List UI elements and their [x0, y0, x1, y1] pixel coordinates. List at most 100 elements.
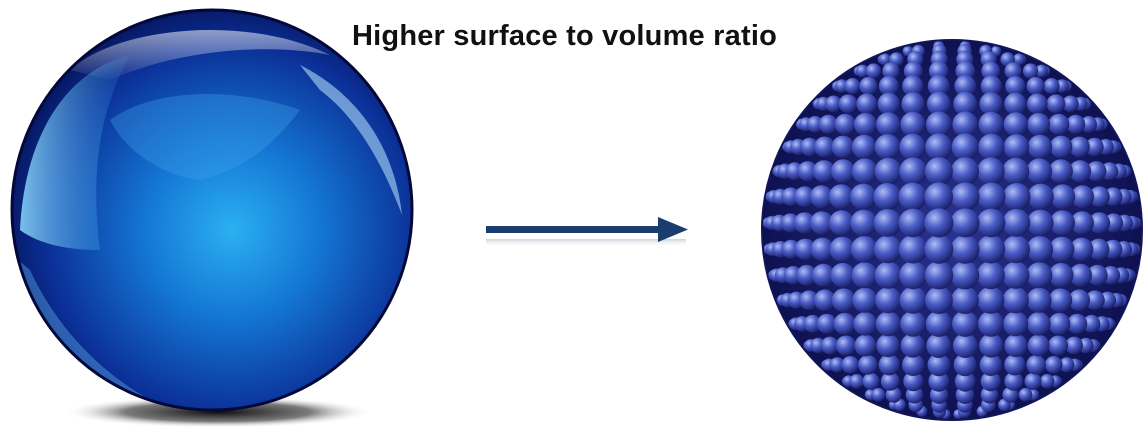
nanoparticle-bead — [1018, 387, 1033, 402]
nanoparticle-bead — [951, 133, 979, 161]
nanoparticle-bead — [1035, 64, 1048, 78]
nanoparticle-bead — [1004, 333, 1028, 358]
nanoparticle-bead — [1002, 157, 1030, 185]
nanoparticle-bead — [856, 93, 878, 115]
nanoparticle-bead — [1002, 386, 1019, 403]
nanoparticle-bead — [852, 287, 878, 313]
sphere-outline — [10, 8, 414, 412]
nanoparticle-bead — [1049, 210, 1075, 236]
nanoparticle-bead — [833, 312, 856, 335]
nanoparticle-bead — [810, 185, 833, 209]
nanoparticle-bead — [1027, 334, 1050, 357]
nanoparticle-bead — [880, 371, 900, 391]
nanoparticle-bead — [976, 235, 1006, 264]
nanoparticle-bead — [865, 63, 882, 79]
nanoparticle-bead — [853, 312, 877, 336]
nanoparticle-bead — [1070, 211, 1094, 235]
nanoparticle-bead — [1068, 289, 1090, 312]
nanoparticle-bead — [812, 263, 835, 287]
nanoparticle-bead — [844, 78, 861, 94]
nanoparticle-bead — [898, 182, 927, 211]
nanoparticle-bead — [885, 386, 902, 403]
nanoparticle-cluster-icon — [761, 39, 1143, 421]
nanoparticle-bead — [858, 355, 878, 375]
nanoparticle-bead — [924, 157, 953, 186]
nanoparticle-bead — [954, 370, 976, 392]
nanoparticle-bead — [818, 114, 838, 134]
sphere-shadow — [63, 396, 373, 428]
nanoparticle-bead — [841, 356, 860, 374]
nanoparticle-bead — [829, 236, 855, 262]
nanoparticle-bead — [1046, 94, 1066, 114]
nanoparticle-bead — [851, 158, 878, 184]
nanoparticle-bead — [829, 357, 845, 373]
nanoparticle-bead — [876, 333, 900, 358]
nanoparticle-bead — [950, 234, 980, 264]
nanoparticle-bead — [899, 261, 928, 290]
nanoparticle-bead — [1004, 62, 1022, 80]
nanoparticle-bead — [1089, 186, 1110, 208]
nanoparticle-bead — [829, 210, 855, 236]
nanoparticle-bead — [978, 310, 1004, 337]
nanoparticle-bead — [900, 333, 925, 358]
nanoparticle-bead — [977, 157, 1005, 185]
nanoparticle-bead — [851, 262, 878, 289]
nanoparticle-bead — [859, 76, 878, 96]
nanoparticle-bead — [1044, 356, 1063, 374]
nanoparticle-bead — [1065, 336, 1083, 355]
nanoparticle-bead — [1026, 76, 1045, 96]
nanoparticle-bead — [1085, 137, 1104, 157]
nanoparticle-bead — [875, 287, 902, 314]
nanoparticle-bead — [849, 374, 865, 389]
nanoparticle-bead — [925, 286, 953, 315]
nanoparticle-bead — [978, 111, 1004, 137]
nanoparticle-bead — [878, 76, 899, 96]
nanoparticle-bead — [1022, 63, 1039, 79]
nanoparticle-bead — [793, 212, 816, 234]
nanoparticle-bead — [1059, 357, 1075, 373]
nanoparticle-bead — [925, 310, 952, 337]
nanoparticle-bead — [900, 310, 926, 337]
right-arrow-icon — [486, 217, 688, 247]
arrow-head — [658, 217, 688, 242]
nanoparticle-bead — [874, 157, 902, 185]
nanoparticle-bead — [924, 234, 954, 264]
nanoparticle-bead — [1026, 236, 1054, 263]
nanoparticle-bead — [976, 208, 1006, 238]
nanoparticle-bead — [821, 336, 839, 355]
nanoparticle-bead — [950, 208, 980, 238]
nanoparticle-bead — [1080, 116, 1098, 133]
nanoparticle-bead — [796, 264, 818, 286]
nanoparticle-bead — [981, 61, 1001, 81]
nanoparticle-bead — [976, 261, 1005, 290]
nanoparticle-bead — [928, 370, 950, 392]
nanoparticle-bead — [810, 237, 835, 261]
nanoparticle-bead — [901, 92, 925, 116]
nanoparticle-bead — [1085, 290, 1105, 311]
nanoparticle-bead — [1088, 212, 1111, 234]
nanoparticle-bead — [825, 95, 842, 113]
nanoparticle-bead — [977, 182, 1006, 211]
nanoparticle-bead — [876, 112, 901, 137]
nanoparticle-bead — [828, 184, 854, 210]
nanoparticle-bead — [1004, 371, 1024, 391]
nanoparticle-bead — [871, 387, 886, 402]
nanoparticle-bead — [879, 53, 891, 66]
nanoparticle-bead — [1013, 53, 1025, 66]
nanoparticle-bead — [877, 92, 900, 115]
nanoparticle-bead — [926, 91, 951, 116]
nanoparticle-bead — [951, 286, 979, 315]
nanoparticle-bead — [924, 208, 954, 238]
nanoparticle-bead — [810, 211, 834, 235]
nanoparticle-bead — [900, 111, 926, 137]
nanoparticle-bead — [1002, 235, 1030, 264]
nanoparticle-bead — [850, 183, 877, 210]
nanoparticle-bead — [1027, 209, 1054, 237]
nanoparticle-bead — [927, 75, 950, 97]
nanoparticle-bead — [862, 372, 880, 390]
arrow-reflection — [486, 239, 686, 247]
nanoparticle-bead — [954, 75, 977, 97]
nanoparticle-bead — [1003, 112, 1028, 137]
nanoparticle-bead — [1082, 314, 1101, 333]
nanoparticle-bead — [856, 64, 869, 78]
